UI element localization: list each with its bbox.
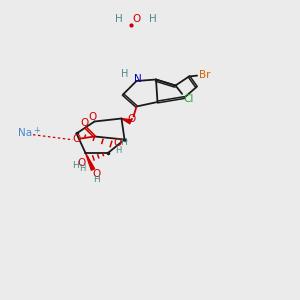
Text: Br: Br bbox=[199, 70, 211, 80]
Text: O: O bbox=[92, 169, 101, 179]
Text: O: O bbox=[113, 137, 121, 148]
Text: O: O bbox=[88, 112, 97, 122]
Text: Na: Na bbox=[18, 128, 33, 139]
Text: O: O bbox=[78, 158, 86, 168]
Text: H: H bbox=[121, 138, 127, 147]
Text: H: H bbox=[72, 161, 79, 170]
Text: H: H bbox=[115, 146, 122, 155]
Text: +: + bbox=[34, 126, 40, 135]
Text: O: O bbox=[128, 114, 136, 124]
Polygon shape bbox=[122, 118, 131, 124]
Text: Cl: Cl bbox=[183, 94, 193, 104]
Polygon shape bbox=[85, 153, 94, 170]
Text: H: H bbox=[115, 14, 122, 25]
Text: H: H bbox=[122, 69, 129, 80]
Text: H: H bbox=[93, 175, 100, 184]
Text: O: O bbox=[72, 134, 81, 145]
Text: N: N bbox=[134, 74, 142, 84]
Text: H: H bbox=[149, 14, 157, 25]
Text: O: O bbox=[80, 118, 89, 128]
Text: O: O bbox=[132, 14, 141, 25]
Text: H: H bbox=[80, 164, 86, 173]
